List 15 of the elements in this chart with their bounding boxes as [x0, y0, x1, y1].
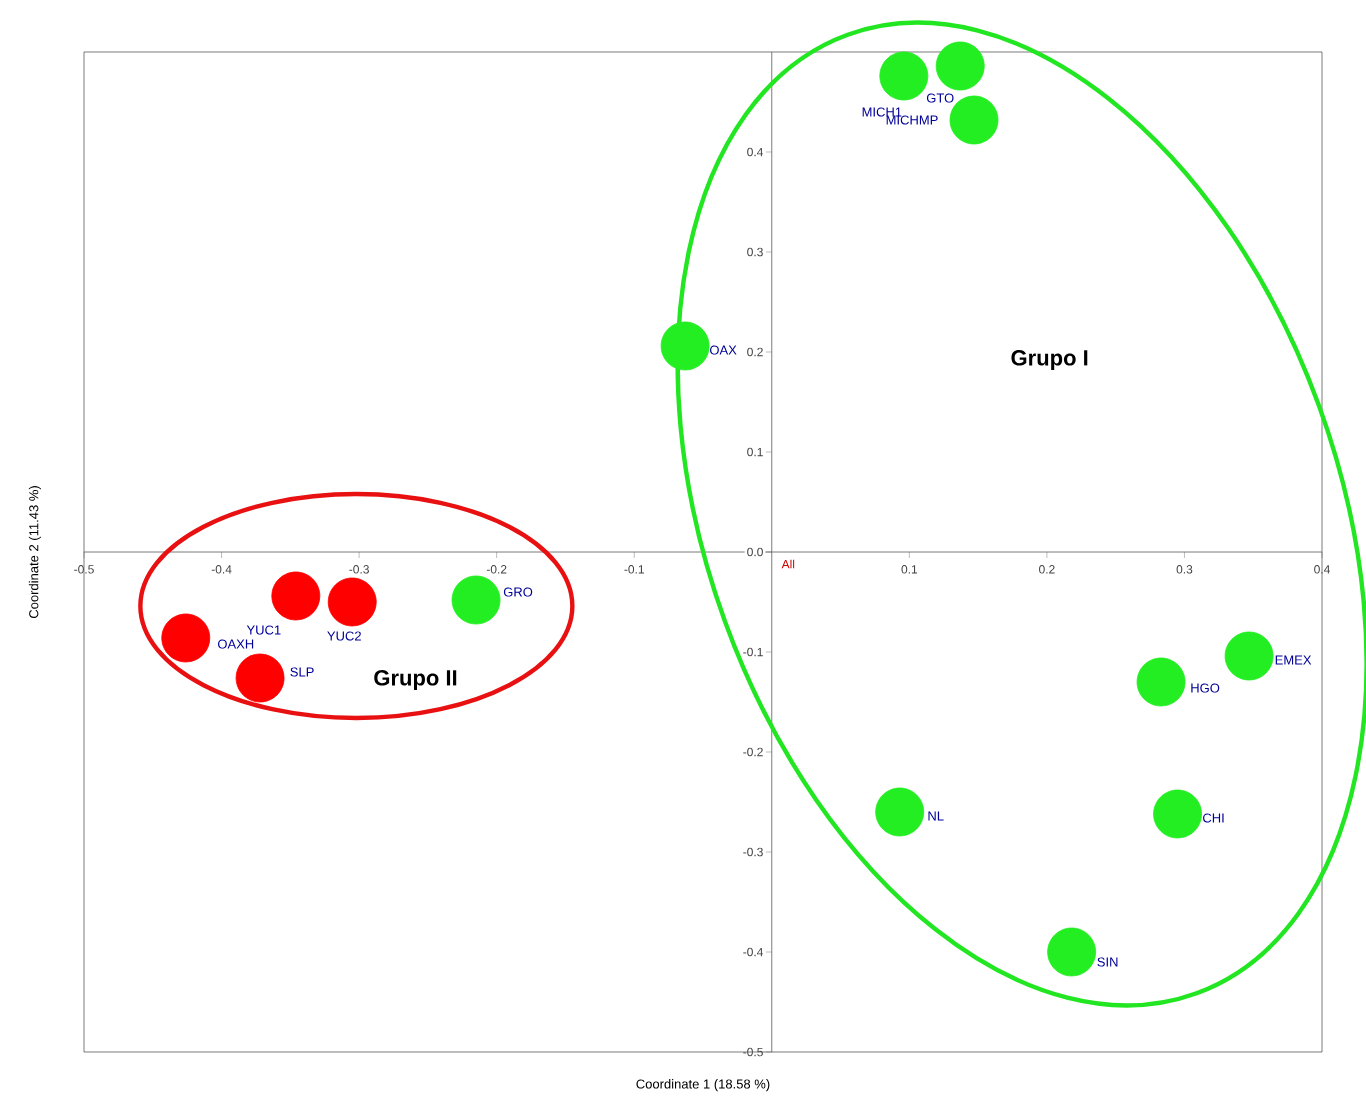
point — [879, 51, 929, 101]
point — [1153, 789, 1202, 839]
point — [327, 577, 377, 627]
point — [451, 575, 501, 625]
point — [935, 41, 985, 91]
point — [235, 653, 285, 703]
annotation: Grupo I — [1011, 350, 1088, 370]
point — [875, 787, 925, 837]
point — [1047, 927, 1097, 977]
point — [1224, 631, 1274, 681]
point — [660, 321, 710, 371]
annotation: Grupo II — [374, 670, 457, 690]
point — [1136, 657, 1186, 707]
point — [271, 571, 321, 621]
point — [161, 613, 211, 663]
